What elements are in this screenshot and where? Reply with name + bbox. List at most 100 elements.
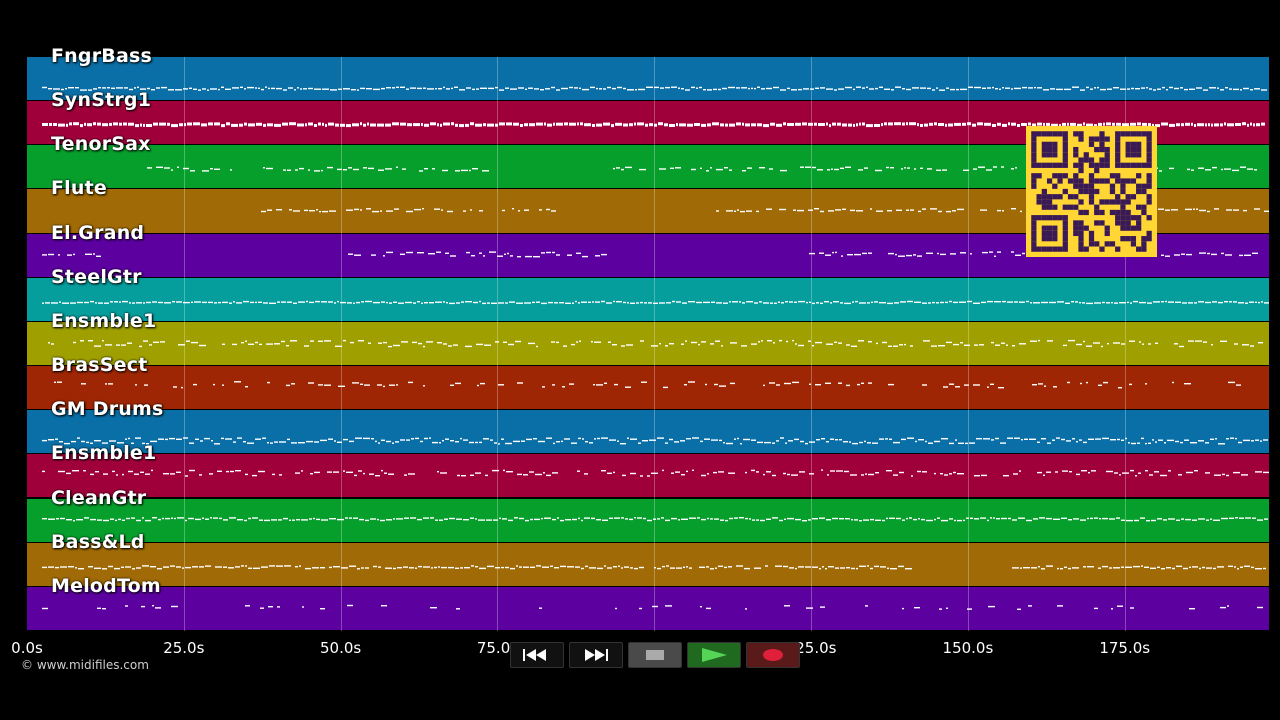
note-mark — [421, 302, 423, 304]
note-mark — [620, 443, 626, 445]
record-button[interactable] — [746, 642, 800, 668]
note-mark — [879, 302, 886, 304]
note-mark — [569, 86, 573, 89]
note-mark — [393, 518, 395, 520]
note-mark — [42, 439, 47, 442]
note-mark — [1086, 345, 1092, 347]
note-mark — [1011, 122, 1016, 126]
note-mark — [706, 566, 709, 568]
note-mark — [309, 210, 315, 212]
note-mark — [168, 89, 174, 91]
note-mark — [1072, 567, 1079, 569]
note-mark — [1064, 88, 1071, 91]
note-mark — [827, 169, 830, 171]
note-mark — [286, 384, 290, 387]
note-mark — [495, 86, 498, 89]
note-mark — [1002, 210, 1004, 212]
note-mark — [152, 605, 154, 607]
note-mark — [116, 344, 120, 346]
note-mark — [406, 210, 413, 213]
fast-forward-button[interactable] — [569, 642, 623, 668]
note-mark — [535, 473, 542, 476]
note-mark — [1119, 474, 1121, 476]
note-mark — [1120, 88, 1126, 90]
note-mark — [1189, 566, 1191, 568]
note-mark — [55, 438, 58, 440]
note-mark — [798, 88, 802, 91]
note-mark — [986, 169, 992, 171]
note-mark — [1240, 166, 1246, 168]
note-mark — [176, 566, 181, 568]
note-mark — [826, 122, 828, 126]
note-mark — [1014, 87, 1021, 90]
note-mark — [991, 439, 994, 441]
note-mark — [514, 517, 518, 519]
note-mark — [183, 437, 188, 439]
note-mark — [1175, 440, 1179, 443]
note-mark — [654, 123, 657, 127]
note-mark — [856, 567, 858, 570]
note-mark — [662, 565, 665, 568]
note-mark — [834, 89, 837, 91]
note-mark — [665, 86, 670, 89]
note-mark — [665, 345, 668, 347]
note-mark — [1079, 439, 1082, 441]
note-mark — [516, 302, 523, 304]
note-mark — [964, 344, 970, 346]
note-mark — [393, 567, 396, 570]
rewind-button[interactable] — [510, 642, 564, 668]
note-mark — [69, 122, 72, 126]
note-mark — [603, 122, 610, 126]
note-mark — [289, 519, 291, 521]
note-mark — [352, 123, 359, 127]
note-mark — [64, 442, 70, 445]
note-mark — [371, 254, 376, 256]
note-mark — [424, 302, 428, 304]
note-mark — [613, 167, 615, 170]
note-mark — [525, 255, 532, 258]
note-mark — [354, 208, 359, 211]
note-mark — [559, 302, 564, 304]
note-mark — [42, 302, 44, 304]
note-mark — [1052, 439, 1055, 441]
note-mark — [1192, 566, 1198, 568]
note-mark — [125, 566, 131, 568]
note-mark — [934, 440, 940, 443]
track-lane — [27, 321, 1269, 366]
note-mark — [1012, 567, 1019, 569]
note-mark — [1038, 383, 1043, 385]
note-mark — [60, 566, 67, 568]
note-mark — [173, 386, 177, 388]
note-mark — [480, 87, 487, 89]
note-mark — [193, 88, 197, 90]
note-mark — [934, 518, 936, 521]
note-mark — [592, 124, 595, 127]
note-mark — [674, 441, 679, 443]
note-mark — [1076, 343, 1082, 346]
play-button[interactable] — [687, 642, 741, 668]
note-mark — [736, 122, 741, 126]
note-mark — [742, 302, 745, 304]
note-mark — [870, 518, 874, 521]
note-mark — [653, 302, 658, 304]
note-mark — [784, 518, 786, 520]
note-mark — [1196, 208, 1198, 210]
note-mark — [122, 473, 124, 476]
note-mark — [1005, 87, 1010, 89]
note-mark — [671, 472, 674, 474]
note-mark — [745, 123, 750, 127]
note-mark — [855, 300, 858, 303]
note-mark — [521, 440, 525, 442]
note-mark — [298, 442, 305, 444]
note-mark — [357, 568, 360, 570]
note-mark — [852, 442, 858, 445]
record-icon — [763, 649, 783, 661]
note-mark — [904, 167, 906, 169]
note-mark — [617, 86, 622, 89]
note-mark — [1244, 254, 1251, 256]
stop-button[interactable] — [628, 642, 682, 668]
note-mark — [663, 386, 668, 389]
note-mark — [859, 302, 866, 304]
note-mark — [413, 302, 416, 304]
note-mark — [949, 383, 954, 385]
